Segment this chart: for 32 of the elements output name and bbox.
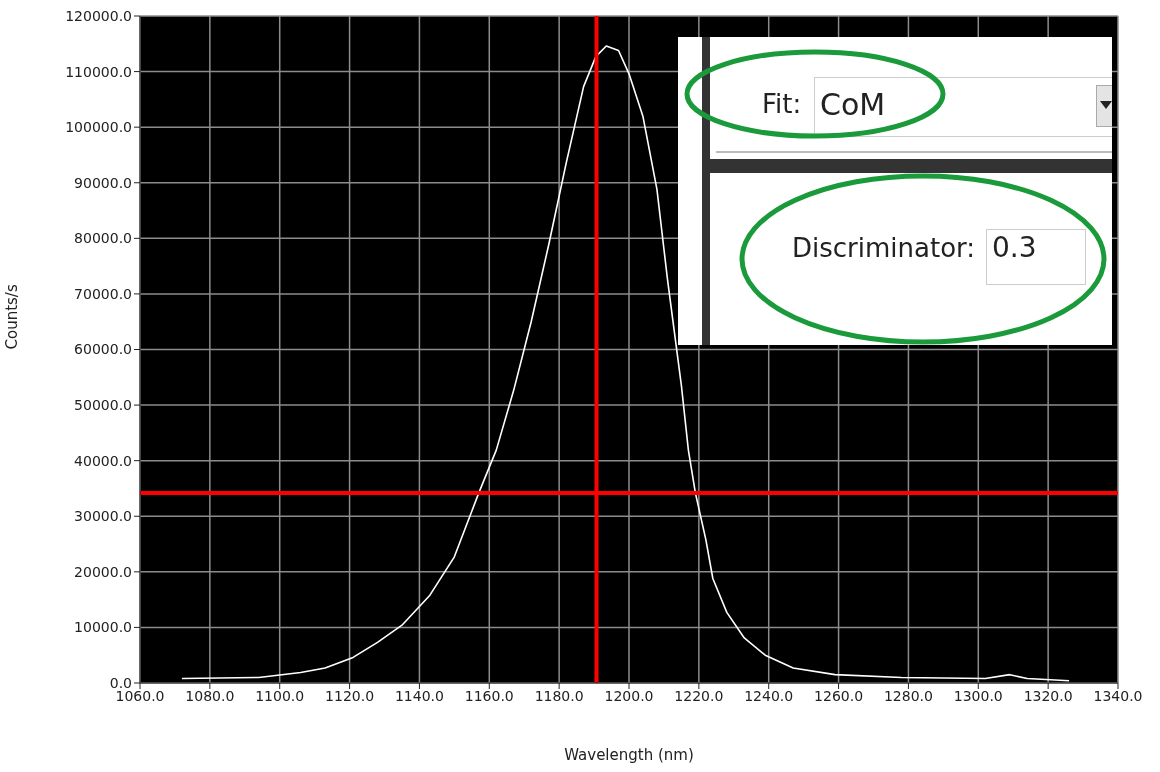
y-tick-label: 80000.0 — [74, 230, 132, 247]
x-tick-label: 1100.0 — [255, 687, 305, 704]
y-tick-label: 30000.0 — [74, 508, 132, 525]
y-tick-label: 70000.0 — [74, 285, 132, 302]
y-tick-label: 40000.0 — [74, 452, 132, 469]
x-tick-label: 1160.0 — [464, 687, 514, 704]
x-tick-label: 1240.0 — [744, 687, 794, 704]
y-tick-label: 100000.0 — [65, 119, 132, 136]
annotation: Discriminator: — [792, 233, 976, 263]
x-axis-title: Wavelength (nm) — [564, 746, 694, 764]
y-tick-label: 50000.0 — [74, 397, 132, 414]
x-tick-label: 1120.0 — [325, 687, 375, 704]
y-tick-label: 20000.0 — [74, 563, 132, 580]
x-tick-label: 1180.0 — [534, 687, 584, 704]
y-tick-label: 60000.0 — [74, 341, 132, 358]
x-tick-label: 1200.0 — [604, 687, 654, 704]
annotation: Fit: — [762, 89, 802, 119]
x-tick-label: 1280.0 — [883, 687, 933, 704]
x-tick-label: 1260.0 — [814, 687, 864, 704]
y-axis-title: Counts/s — [3, 284, 22, 350]
y-tick-label: 120000.0 — [65, 7, 132, 24]
annotation: 0.3 — [992, 231, 1037, 264]
y-tick-label: 10000.0 — [74, 619, 132, 636]
x-tick-label: 1220.0 — [674, 687, 724, 704]
x-tick-label: 1140.0 — [394, 687, 444, 704]
y-tick-label: 110000.0 — [65, 63, 132, 80]
annotation: CoM — [820, 87, 886, 122]
x-tick-label: 1300.0 — [953, 687, 1003, 704]
x-tick-label: 1320.0 — [1023, 687, 1073, 704]
y-tick-label: 90000.0 — [74, 174, 132, 191]
x-tick-label: 1080.0 — [185, 687, 235, 704]
x-tick-label: 1340.0 — [1093, 687, 1143, 704]
